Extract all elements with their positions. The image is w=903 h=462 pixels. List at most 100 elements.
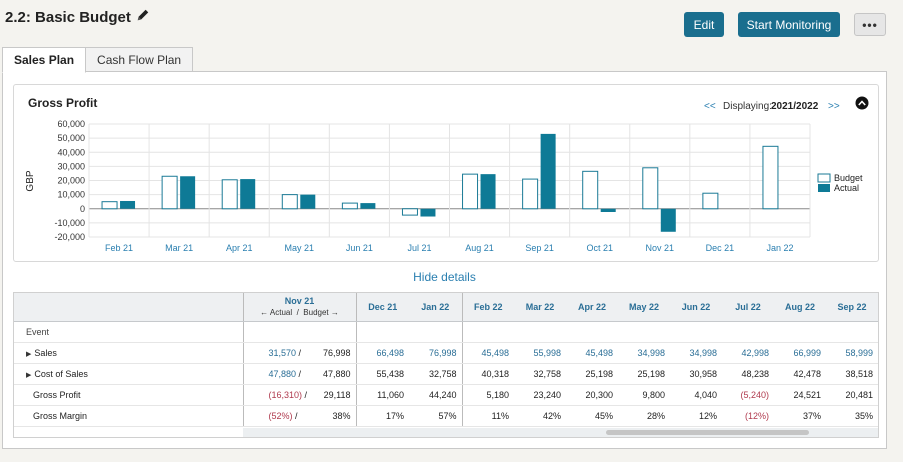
header-nov: Nov 21 ← Actual / Budget → [242, 293, 356, 322]
table-cell[interactable]: 66,498 [355, 341, 409, 364]
budget-bar[interactable] [101, 201, 118, 210]
start-monitoring-button[interactable]: Start Monitoring [738, 12, 840, 37]
nov-actual-value[interactable]: 31,570 [268, 347, 297, 358]
x-tick-label: May 21 [285, 243, 315, 253]
budget-bar[interactable] [281, 194, 298, 210]
nov-actual-value: (52%) [268, 410, 293, 421]
y-tick-label: 10,000 [57, 190, 85, 200]
y-tick-label: 20,000 [57, 176, 85, 186]
tab-sales-plan[interactable]: Sales Plan [2, 47, 87, 73]
table-cell[interactable]: 42,998 [722, 341, 774, 364]
table-cell: 11,060 [355, 383, 409, 406]
budget-bar[interactable] [702, 192, 719, 210]
legend-budget-swatch [817, 173, 831, 183]
table-cell: 32,758 [409, 363, 462, 385]
budget-bar[interactable] [762, 145, 779, 210]
details-table-container: Nov 21 ← Actual / Budget → Dec 21 Jan 22… [13, 292, 879, 438]
table-cell: 38,518 [826, 363, 878, 385]
actual-bar[interactable] [480, 174, 496, 209]
table-row[interactable]: ▶ Sales 31,570 /76,998 66,498 76,998 45,498 55… [14, 341, 878, 364]
table-cell[interactable]: 45,498 [566, 341, 618, 364]
tab-cash-flow-plan[interactable]: Cash Flow Plan [85, 47, 194, 72]
edit-button[interactable]: Edit [684, 12, 724, 37]
budget-bar[interactable] [341, 202, 358, 210]
table-cell[interactable]: 34,998 [670, 341, 722, 364]
table-cell[interactable]: 45,498 [461, 341, 514, 364]
actual-bar[interactable] [600, 208, 616, 212]
table-cell: 28% [618, 405, 670, 427]
y-tick-label: 30,000 [57, 161, 85, 171]
x-tick-label: Jul 21 [407, 243, 431, 253]
event-label: Event [14, 321, 243, 343]
row-label[interactable]: ▶ Sales [14, 341, 243, 364]
header-month: Mar 22 [514, 293, 566, 322]
nov-actual-budget-cell: (52%) / 38% [242, 405, 356, 427]
more-options-button[interactable]: ••• [854, 13, 886, 36]
nov-budget-value: 76,998 [322, 347, 351, 358]
actual-bar[interactable] [660, 208, 676, 232]
nov-slash: / [304, 389, 308, 400]
nov-actual-value[interactable]: 47,880 [268, 368, 297, 379]
chevron-up-circle-icon[interactable] [855, 96, 869, 110]
table-row: Gross Profit (16,310) / 29,118 11,060 44,240… [14, 383, 878, 406]
x-tick-label: Nov 21 [646, 243, 675, 253]
table-row[interactable]: ▶ Cost of Sales 47,880 /47,880 55,438 32,758… [14, 363, 878, 385]
gross-profit-chart: Gross Profit << Displaying: 2021/2022 >>… [25, 96, 869, 253]
table-cell: 45% [566, 405, 618, 427]
header-month: Apr 22 [566, 293, 618, 322]
y-tick-label: 0 [80, 204, 85, 214]
nov-actual-value: (16,310) [268, 389, 303, 400]
table-cell[interactable]: 55,998 [514, 341, 566, 364]
budget-bar[interactable] [522, 178, 539, 210]
header-month: Feb 22 [461, 293, 514, 322]
page-title: 2.2: Basic Budget [5, 8, 150, 26]
table-cell[interactable]: 34,998 [618, 341, 670, 364]
header-month: Jul 22 [722, 293, 774, 322]
table-cell: 9,800 [618, 383, 670, 406]
table-cell: 25,198 [566, 363, 618, 385]
table-row: Gross Margin (52%) / 38% 17% 57% 11% 42% 45% 28%… [14, 405, 878, 427]
budget-bar[interactable] [161, 175, 178, 210]
legend-actual-label: Actual [834, 183, 859, 193]
budget-bar[interactable] [642, 167, 659, 210]
pencil-icon[interactable] [136, 8, 150, 26]
table-cell: 11% [461, 405, 514, 427]
expand-caret-icon[interactable]: ▶ [26, 350, 32, 358]
actual-bar[interactable] [420, 208, 436, 217]
header-month: Dec 21 [355, 293, 409, 322]
table-cell[interactable]: 76,998 [409, 341, 462, 364]
legend-budget-label: Budget [834, 173, 863, 183]
expand-caret-icon[interactable]: ▶ [26, 371, 32, 379]
actual-bar[interactable] [300, 194, 316, 209]
displaying-label: Displaying: [723, 101, 772, 112]
prev-period-link[interactable]: << [704, 101, 716, 112]
displaying-value: 2021/2022 [771, 101, 819, 112]
hide-details-link[interactable]: Hide details [413, 270, 476, 284]
budget-bar[interactable] [462, 173, 479, 210]
horizontal-scrollbar-track[interactable] [243, 428, 878, 437]
header-month: Sep 22 [826, 293, 878, 322]
table-cell[interactable]: 58,999 [826, 341, 878, 364]
row-label[interactable]: ▶ Cost of Sales [14, 363, 243, 385]
table-cell: 20,300 [566, 383, 618, 406]
header-month: Aug 22 [774, 293, 826, 322]
budget-bar[interactable] [221, 179, 238, 210]
x-tick-label: Feb 21 [105, 243, 133, 253]
header-nov-sub: ← Actual / Budget → [249, 307, 351, 318]
budget-bar[interactable] [582, 170, 599, 210]
budget-bar[interactable] [401, 208, 418, 216]
x-tick-label: Dec 21 [706, 243, 735, 253]
next-period-link[interactable]: >> [828, 101, 840, 112]
actual-bar[interactable] [540, 133, 556, 209]
row-label: Gross Margin [14, 405, 243, 427]
actual-bar[interactable] [360, 203, 376, 209]
table-cell: 42,478 [774, 363, 826, 385]
y-tick-label: 50,000 [57, 133, 85, 143]
horizontal-scrollbar-thumb[interactable] [606, 430, 809, 435]
table-cell[interactable]: 66,999 [774, 341, 826, 364]
actual-bar[interactable] [180, 176, 196, 209]
actual-bar[interactable] [120, 200, 136, 209]
nov-slash: / [298, 347, 302, 358]
actual-bar[interactable] [240, 179, 256, 209]
table-header-row: Nov 21 ← Actual / Budget → Dec 21 Jan 22… [14, 293, 878, 322]
